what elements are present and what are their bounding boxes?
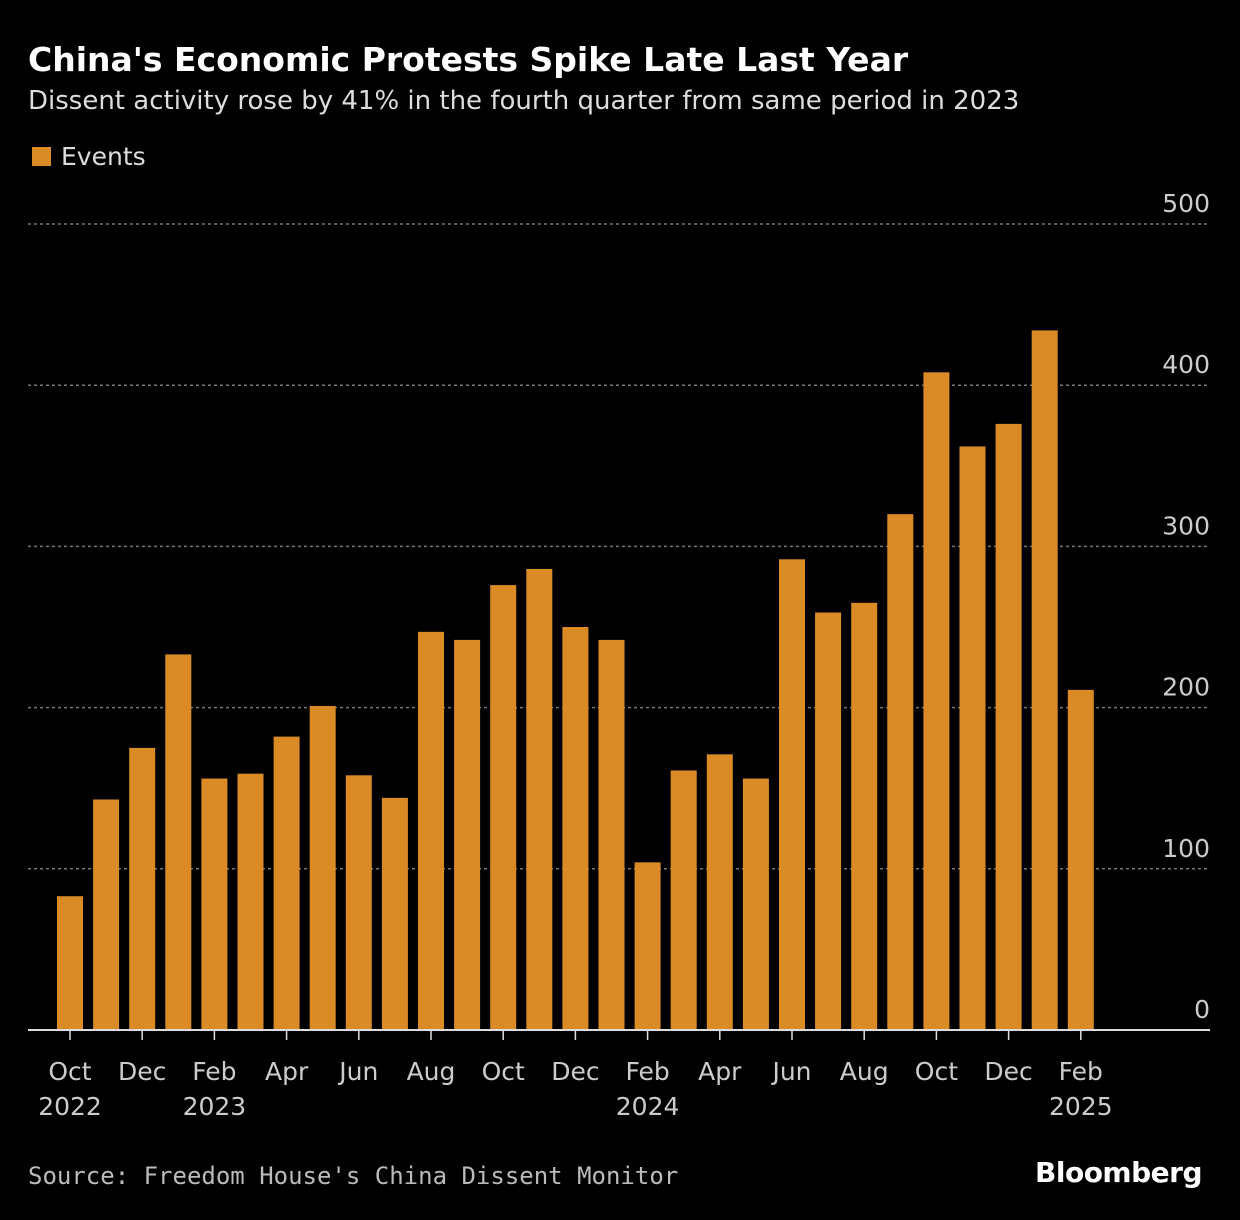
bar-dec-2022 [129,747,156,1030]
bar-dec-2023 [562,627,589,1030]
x-tick-label: Jun [770,1057,811,1086]
x-tick-label: Jun [337,1057,378,1086]
y-tick-label: 200 [1162,673,1210,702]
bar-feb-2023 [201,778,228,1030]
bar-feb-2024 [634,862,661,1030]
bar-mar-2023 [237,773,264,1030]
bar-apr-2024 [706,754,733,1030]
x-tick-label: Feb [625,1057,669,1086]
legend: Events [32,142,146,171]
bar-nov-2023 [526,568,553,1030]
bar-mar-2024 [670,770,697,1030]
x-tick-label: Apr [265,1057,309,1086]
bar-oct-2022 [57,896,83,1030]
bar-sep-2024 [887,514,914,1030]
y-tick-label: 300 [1162,511,1210,540]
x-tick-year-label: 2022 [38,1092,102,1121]
bar-aug-2024 [851,602,878,1030]
x-tick-year-label: 2024 [616,1092,680,1121]
y-tick-label: 500 [1162,189,1210,218]
bar-feb-2025 [1067,689,1094,1030]
x-tick-label: Oct [482,1057,525,1086]
x-tick-label: Dec [551,1057,599,1086]
legend-label: Events [61,142,146,171]
x-tick-label: Apr [698,1057,742,1086]
x-tick-label: Aug [407,1057,456,1086]
bar-jun-2024 [779,559,805,1030]
x-tick-label: Oct [48,1057,91,1086]
x-tick-label: Oct [915,1057,958,1086]
bar-oct-2024 [923,372,950,1031]
bar-jun-2023 [345,775,372,1030]
y-tick-label: 100 [1162,834,1210,863]
bar-jan-2025 [1031,330,1058,1031]
legend-swatch [32,147,51,166]
y-tick-label: 400 [1162,350,1210,379]
bar-jul-2023 [381,797,408,1030]
bar-dec-2024 [995,423,1022,1030]
bar-sep-2023 [454,639,481,1030]
x-tick-label: Aug [840,1057,889,1086]
bar-nov-2022 [93,799,120,1030]
x-tick-year-label: 2025 [1049,1092,1113,1121]
x-tick-label: Feb [192,1057,236,1086]
bar-may-2024 [742,778,769,1030]
x-tick-label: Dec [118,1057,166,1086]
bar-oct-2023 [490,585,517,1030]
bar-may-2023 [309,705,336,1030]
bar-aug-2023 [418,631,444,1030]
chart-subtitle: Dissent activity rose by 41% in the four… [28,86,1020,116]
chart-title: China's Economic Protests Spike Late Las… [28,40,909,79]
bar-jul-2024 [815,612,842,1030]
bar-apr-2023 [273,736,300,1030]
source-note: Source: Freedom House's China Dissent Mo… [28,1162,679,1190]
x-tick-label: Feb [1059,1057,1103,1086]
bloomberg-logo: Bloomberg [1035,1156,1202,1189]
x-tick-year-label: 2023 [183,1092,247,1121]
x-tick-label: Dec [984,1057,1032,1086]
bar-jan-2024 [598,639,625,1030]
bar-nov-2024 [959,446,986,1030]
bar-jan-2023 [165,654,192,1030]
y-tick-label: 0 [1194,995,1210,1024]
